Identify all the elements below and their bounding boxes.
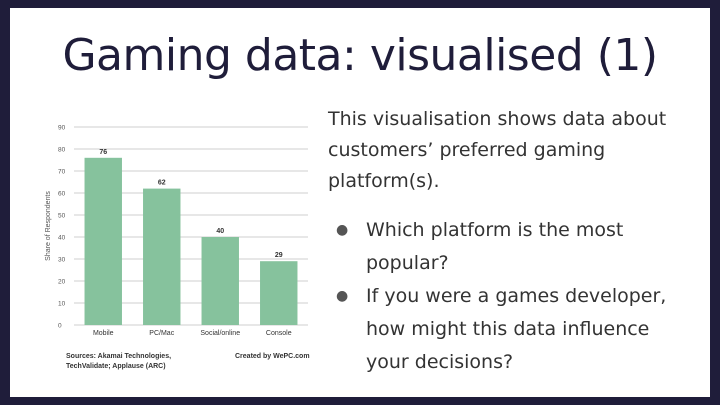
bar-chart-svg: 0 10 20 30 40 50 60 70 80 90 Share of Respondents 7…	[45, 125, 308, 337]
y-tick-label: 60	[58, 191, 66, 198]
bullet-icon: ●	[336, 222, 349, 238]
intro-text: This visualisation shows data about cust…	[328, 108, 667, 192]
y-tick-label: 40	[58, 235, 66, 242]
x-tick-label: Social/online	[200, 330, 240, 337]
question-item: ● If you were a games developer, how migh…	[328, 280, 698, 379]
x-tick-label: Console	[266, 330, 292, 337]
chart-credit: Created by WePC.com	[235, 353, 310, 360]
question-text: Which platform is the most popular?	[366, 219, 624, 274]
bullet-icon: ●	[336, 288, 349, 304]
bar	[260, 261, 298, 325]
y-tick-label: 0	[58, 323, 62, 330]
y-tick-label: 90	[58, 125, 66, 132]
y-tick-label: 20	[58, 279, 66, 286]
data-label: 62	[158, 180, 166, 187]
y-tick-label: 70	[58, 169, 66, 176]
data-label: 29	[275, 252, 283, 259]
bar	[201, 237, 239, 325]
x-tick-label: Mobile	[93, 330, 114, 337]
y-axis-label: Share of Respondents	[45, 191, 52, 261]
question-text: If you were a games developer, how might…	[366, 285, 667, 373]
y-tick-label: 30	[58, 257, 66, 264]
y-tick-label: 50	[58, 213, 66, 220]
question-item: ● Which platform is the most popular?	[328, 214, 698, 280]
chart-sources: Sources: Akamai Technologies, TechValida…	[66, 353, 172, 370]
y-tick-label: 10	[58, 301, 66, 308]
slide-title: Gaming data: visualised (1)	[62, 30, 658, 81]
question-list: ● Which platform is the most popular? ● If…	[328, 214, 698, 379]
y-tick-label: 80	[58, 147, 66, 154]
bar	[84, 157, 122, 325]
data-label: 40	[216, 228, 224, 235]
x-tick-label: PC/Mac	[149, 330, 174, 337]
bar-chart: 0 10 20 30 40 50 60 70 80 90 Share of Respondents 7…	[30, 105, 315, 383]
slide: Gaming data: visualised (1) 0 10 20 30 40 50 6…	[10, 8, 710, 397]
bar	[143, 188, 181, 325]
data-label: 76	[99, 149, 107, 156]
